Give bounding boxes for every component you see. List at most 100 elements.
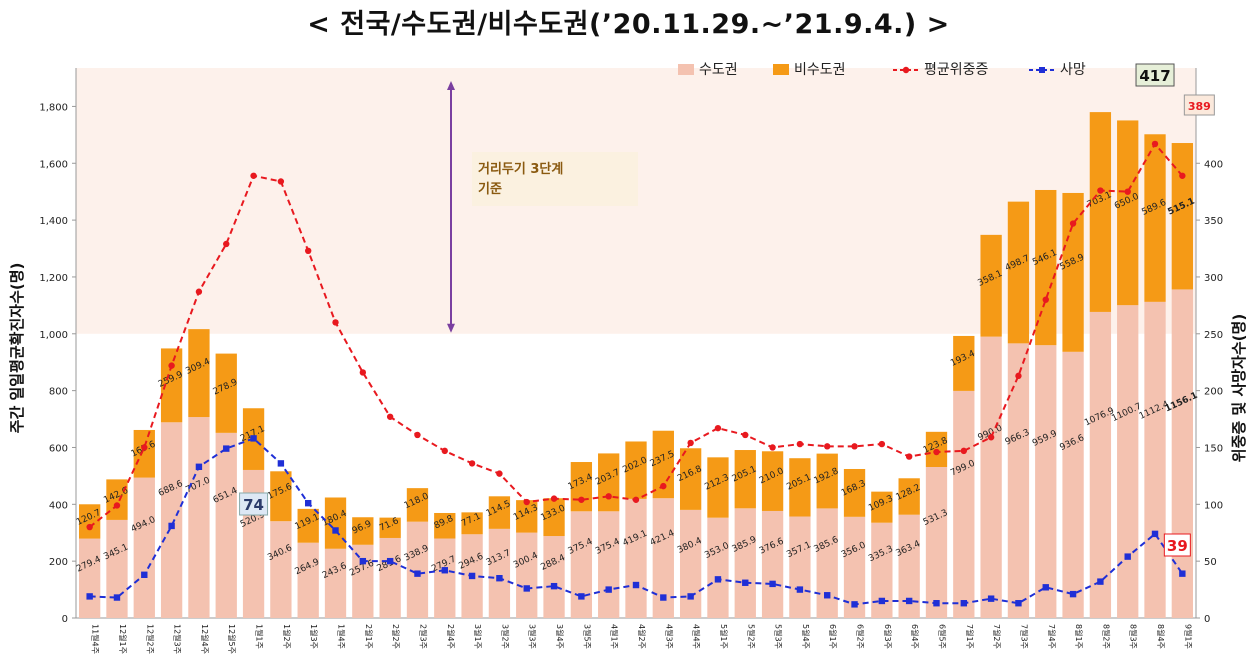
critical-point: [386, 413, 394, 420]
bar-noncapital: [789, 458, 811, 517]
x-tick-label: 6월1주: [828, 624, 838, 649]
deaths-point: [223, 445, 230, 452]
y-tick-left-label: 200: [49, 557, 68, 568]
deaths-point: [523, 585, 530, 592]
critical-point: [195, 288, 203, 295]
callout-last-deaths-box: [1163, 533, 1191, 557]
deaths-point: [687, 593, 694, 600]
bar-noncapital: [816, 453, 838, 509]
critical-point: [550, 495, 558, 502]
deaths-point: [250, 435, 257, 442]
bar-capital: [1144, 301, 1166, 618]
bar-capital: [406, 521, 429, 618]
critical-point: [441, 447, 448, 455]
bar-capital: [707, 517, 729, 618]
deaths-point: [824, 592, 831, 599]
x-tick-label: 12월1주: [118, 624, 128, 654]
x-tick-label: 2월4주: [446, 624, 456, 649]
x-tick-label: 4월1주: [610, 624, 620, 649]
y-tick-left-label: 1,800: [39, 102, 68, 113]
critical-point: [1124, 188, 1131, 195]
y-tick-right-label: 400: [1204, 159, 1223, 170]
deaths-point: [605, 586, 612, 593]
bar-noncapital: [871, 491, 893, 523]
bar-capital: [79, 538, 101, 618]
bar-capital: [980, 336, 1002, 618]
y-tick-left-label: 400: [49, 500, 68, 511]
annotation-arrow-head-bottom: [447, 323, 455, 333]
bar-noncapital: [270, 471, 292, 522]
deaths-point: [905, 597, 913, 605]
annotation-text-line2: 기준: [478, 182, 502, 197]
deaths-point: [578, 593, 585, 600]
bar-capital: [488, 528, 511, 618]
bar-capital: [270, 521, 292, 618]
bar-capital: [324, 548, 347, 618]
bar-capital: [133, 477, 155, 618]
bar-capital: [379, 537, 401, 618]
bar-noncapital: [215, 353, 237, 433]
critical-point: [905, 453, 913, 460]
critical-point: [714, 424, 722, 432]
x-tick-label: 6월3주: [883, 624, 893, 649]
bar-capital: [570, 511, 593, 618]
legend-label: 평균위중증: [924, 62, 989, 78]
callout-max-deaths: 74: [243, 496, 264, 514]
x-tick-label: 4월2주: [637, 624, 647, 649]
deaths-point: [414, 570, 421, 577]
deaths-point: [796, 586, 804, 593]
critical-point: [250, 172, 257, 179]
y-tick-right-label: 0: [1204, 614, 1210, 625]
x-tick-label: 3월5주: [582, 624, 592, 649]
critical-point: [1179, 172, 1186, 179]
x-tick-label: 7월2주: [992, 624, 1002, 649]
critical-point: [1097, 187, 1104, 194]
legend-label: 수도권: [699, 62, 738, 78]
y-tick-right-label: 50: [1204, 557, 1217, 568]
bar-noncapital: [761, 451, 784, 511]
critical-point: [824, 443, 831, 450]
bar-capital: [734, 508, 756, 618]
bar-noncapital: [160, 348, 183, 423]
critical-point: [578, 496, 585, 503]
bar-capital: [871, 522, 893, 618]
x-tick-label: 8월4주: [1156, 624, 1166, 649]
critical-point: [359, 369, 367, 376]
x-tick-label: 12월5주: [227, 624, 237, 654]
x-tick-label: 7월1주: [965, 624, 975, 649]
deaths-point: [332, 527, 339, 534]
bar-noncapital: [106, 479, 128, 520]
bar-noncapital: [1144, 134, 1166, 302]
bar-noncapital: [543, 498, 565, 537]
deaths-point: [359, 557, 367, 565]
x-tick-label: 8월1주: [1074, 624, 1084, 649]
bar-capital: [352, 544, 374, 618]
deaths-point: [660, 594, 667, 601]
legend-label: 비수도권: [794, 62, 846, 78]
bar-capital: [434, 538, 456, 618]
critical-point: [332, 319, 339, 326]
x-tick-label: 3월4주: [555, 624, 565, 649]
deaths-point: [113, 594, 121, 601]
bar-capital: [1117, 305, 1139, 618]
bar-capital: [761, 510, 784, 618]
deaths-point: [1069, 590, 1077, 598]
bar-capital: [1089, 311, 1112, 618]
y-tick-left-label: 1,400: [39, 216, 68, 227]
deaths-point: [987, 595, 995, 602]
x-tick-label: 3월1주: [473, 624, 483, 649]
bar-noncapital: [1089, 112, 1112, 312]
bar-noncapital: [324, 497, 347, 549]
callout-max-critical: 417: [1139, 67, 1170, 85]
bar-noncapital: [843, 468, 866, 517]
critical-point: [113, 502, 121, 509]
deaths-point: [550, 582, 558, 590]
critical-point: [1151, 140, 1159, 148]
deaths-point: [168, 522, 175, 530]
critical-point: [468, 460, 476, 467]
x-tick-label: 8월2주: [1101, 624, 1111, 649]
x-tick-label: 2월2주: [391, 624, 401, 649]
x-tick-label: 7월4주: [1047, 624, 1057, 649]
bar-capital: [953, 390, 975, 618]
x-tick-label: 4월3주: [664, 624, 674, 649]
